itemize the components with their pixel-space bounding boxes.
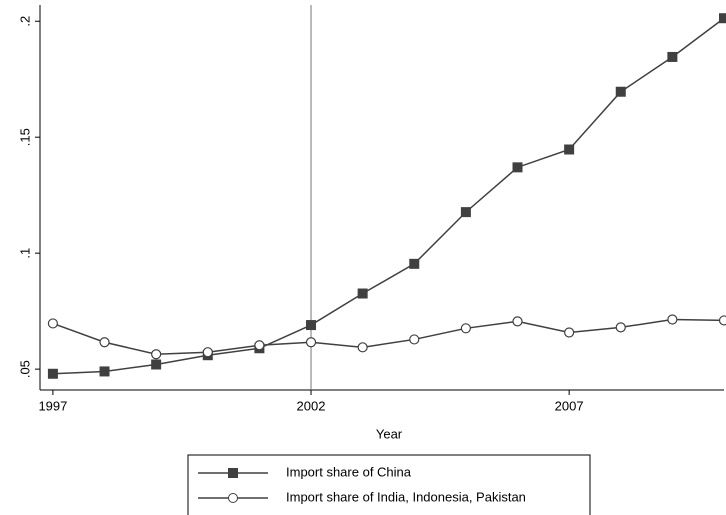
marker	[460, 207, 471, 218]
marker	[305, 337, 317, 348]
legend-label: Import share of China	[286, 464, 412, 479]
marker	[512, 316, 523, 327]
marker	[47, 318, 59, 329]
marker	[615, 86, 626, 97]
marker	[357, 288, 368, 299]
marker	[564, 327, 575, 338]
marker	[615, 322, 626, 333]
series-line	[52, 318, 725, 356]
marker	[719, 13, 726, 24]
marker	[99, 337, 110, 348]
marker	[202, 347, 213, 358]
x-tick-label: 1997	[38, 398, 67, 413]
marker	[409, 334, 420, 345]
marker	[151, 349, 162, 360]
x-tick-label: 2002	[297, 398, 326, 413]
legend-marker	[228, 493, 238, 503]
marker	[718, 315, 726, 326]
legend-box	[187, 454, 591, 515]
marker	[564, 144, 575, 155]
x-tick-label: 2007	[555, 398, 584, 413]
marker	[667, 314, 678, 325]
legend-label: Import share of India, Indonesia, Pakist…	[286, 489, 526, 504]
marker	[47, 368, 58, 379]
y-tick-label: .1	[17, 248, 32, 259]
y-tick-label: .05	[17, 360, 32, 378]
marker	[409, 258, 420, 269]
y-tick-label: .2	[17, 16, 32, 27]
marker	[151, 359, 162, 370]
marker	[357, 342, 368, 353]
y-tick-label: .15	[17, 128, 32, 146]
legend: Import share of China Import share of Ind…	[187, 454, 591, 515]
legend-marker	[228, 468, 238, 478]
marker	[254, 340, 265, 351]
x-axis-label: Year	[376, 426, 403, 441]
series-line	[52, 17, 725, 375]
marker	[99, 366, 110, 377]
marker	[512, 162, 523, 173]
marker	[306, 320, 317, 331]
marker	[667, 51, 678, 62]
marker	[460, 323, 471, 334]
